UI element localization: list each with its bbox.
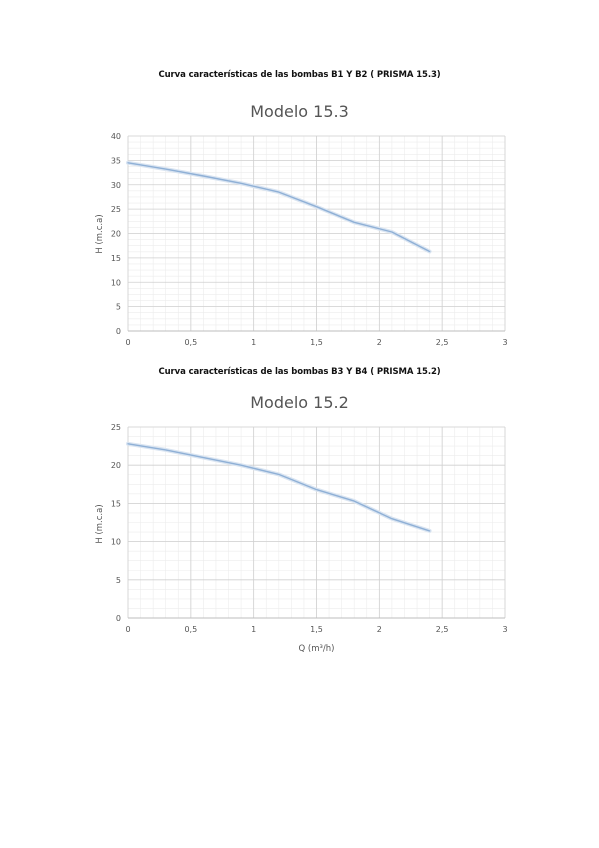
chart-1-x-tick-label: 2,5	[436, 338, 449, 347]
chart-2-x-tick-label: 0,5	[184, 625, 197, 634]
chart-2-series-line	[127, 443, 431, 532]
chart-2-caption: Curva características de las bombas B3 Y…	[158, 367, 441, 377]
chart-2-y-tick-label: 25	[111, 423, 121, 432]
chart-1-y-axis-label: H (m.c.a)	[95, 214, 105, 253]
chart-2-y-tick-label: 15	[111, 499, 121, 508]
chart-1-title: Modelo 15.3	[250, 102, 349, 121]
chart-2-x-tick-label: 3	[502, 625, 507, 634]
chart-2-y-tick-label: 10	[111, 538, 121, 547]
chart-2-x-axis-label: Q (m³/h)	[299, 644, 335, 654]
chart-1-series-line	[127, 162, 431, 253]
chart-1-y-tick-label: 15	[111, 254, 121, 263]
chart-2-title: Modelo 15.2	[250, 393, 349, 412]
chart-1-y-tick-label: 10	[111, 278, 121, 287]
chart-1-x-tick-label: 2	[377, 338, 382, 347]
chart-2-x-tick-label: 0	[125, 625, 130, 634]
chart-1-x-tick-label: 3	[502, 338, 507, 347]
chart-1-x-tick-label: 1,5	[310, 338, 323, 347]
chart-2-y-tick-label: 5	[116, 576, 121, 585]
chart-2-y-tick-label: 20	[111, 461, 121, 470]
chart-1-y-tick-label: 25	[111, 205, 121, 214]
chart-1-x-tick-label: 0	[125, 338, 130, 347]
chart-2-x-tick-label: 2,5	[436, 625, 449, 634]
chart-1-y-tick-label: 30	[111, 181, 121, 190]
chart-2-x-tick-label: 1,5	[310, 625, 323, 634]
chart-2-y-tick-label: 0	[116, 614, 121, 623]
chart-2-plot: 0 0,5 1 1,5 2 2,5 3 0 5 10 15 20 25 H (m.c.a) Q (m³/h)	[95, 423, 508, 654]
chart-1-y-tick-label: 0	[116, 327, 121, 336]
chart-1-major-grid	[127, 135, 506, 332]
chart-1-y-tick-label: 40	[111, 132, 121, 141]
chart-1-x-tick-label: 0,5	[184, 338, 197, 347]
chart-1-y-tick-label: 20	[111, 230, 121, 239]
chart-2-y-axis-label: H (m.c.a)	[95, 504, 105, 543]
chart-2-x-tick-label: 1	[251, 625, 256, 634]
chart-1-y-tick-label: 5	[116, 303, 121, 312]
chart-1-x-tick-label: 1	[251, 338, 256, 347]
chart-1-caption: Curva características de las bombas B1 Y…	[158, 70, 441, 80]
chart-2-x-tick-label: 2	[377, 625, 382, 634]
chart-1-y-tick-label: 35	[111, 156, 121, 165]
